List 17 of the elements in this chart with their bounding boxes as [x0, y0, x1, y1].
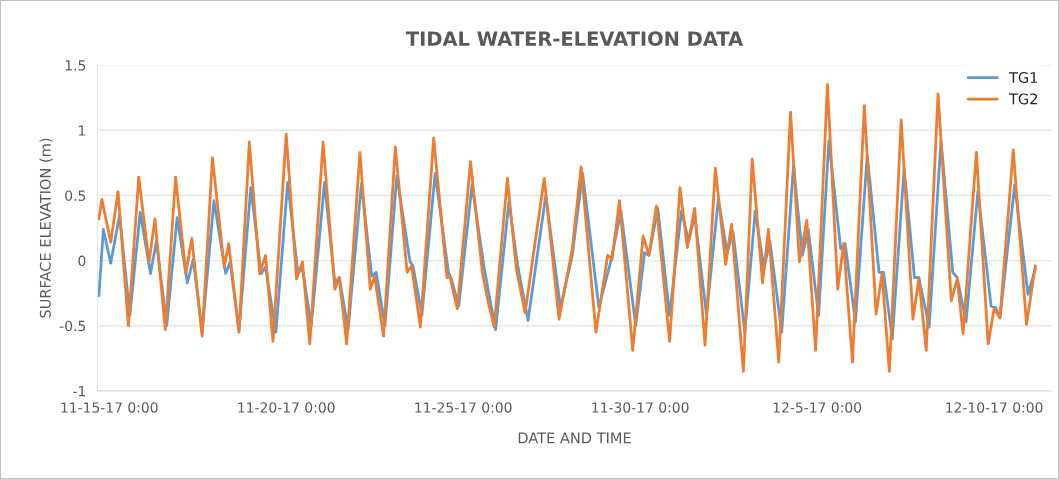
y-tick-label: 1.5 [65, 60, 86, 71]
x-tick-label: 11-30-17 0:00 [592, 402, 689, 413]
y-tick-label: 1 [79, 125, 86, 136]
y-tick-label: 0 [78, 255, 86, 267]
x-tick-label: 12-5-17 0:00 [773, 402, 862, 413]
legend-label: TG2 [1008, 93, 1037, 105]
y-tick-label: -1 [73, 386, 86, 397]
y-tick-label: 0.5 [65, 190, 86, 201]
x-tick-label: 11-15-17 0:00 [61, 402, 158, 413]
x-tick-label: 11-20-17 0:00 [238, 402, 335, 413]
x-axis-title: DATE AND TIME [518, 432, 631, 444]
x-tick-label: 12-10-17 0:00 [946, 402, 1043, 413]
x-tick-label: 11-25-17 0:00 [415, 402, 512, 413]
legend-label: TG1 [1008, 72, 1038, 84]
chart-title: TIDAL WATER-ELEVATION DATA [405, 31, 744, 46]
y-axis-title: SURFACE ELEVATION (m) [39, 138, 53, 318]
y-tick-label: -0.5 [59, 320, 86, 332]
